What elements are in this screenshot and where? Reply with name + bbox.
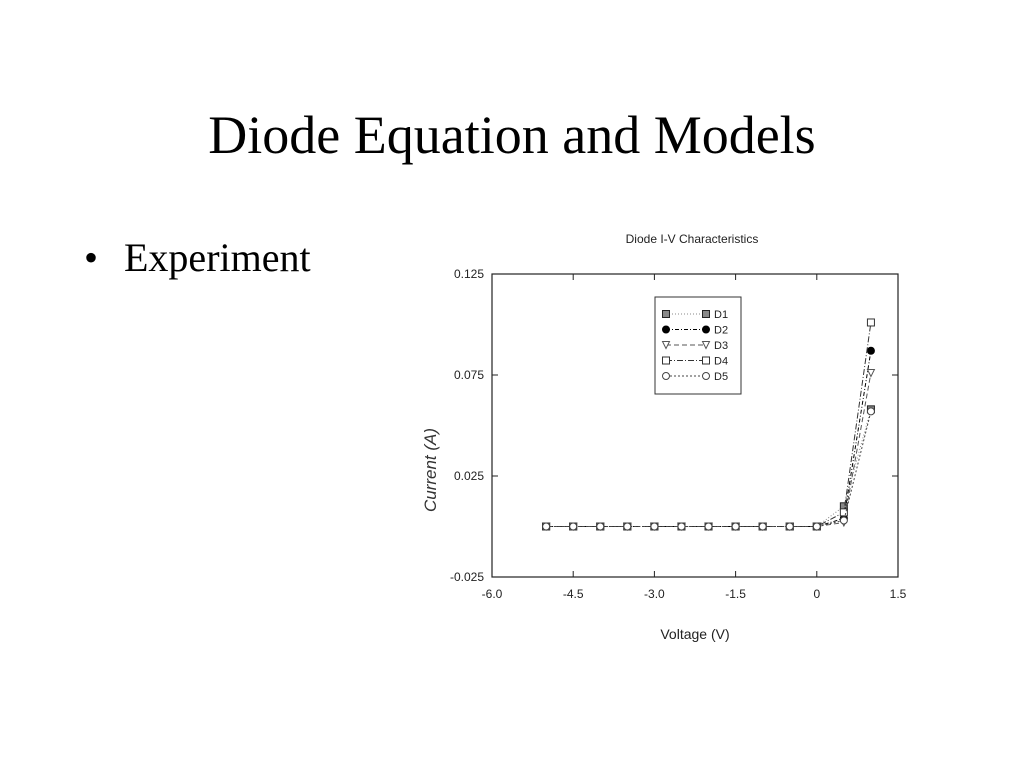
legend-label: D5 xyxy=(714,371,728,383)
data-point xyxy=(596,522,605,531)
plot-frame xyxy=(491,273,899,578)
series-line xyxy=(546,372,872,527)
legend-marker xyxy=(702,310,710,318)
legend-label: D2 xyxy=(714,325,728,337)
data-point xyxy=(866,346,875,355)
y-axis-label: Current (A) xyxy=(421,428,440,512)
x-axis: -6.0 -4.5 -3.0 -1.5 0 1.5 xyxy=(482,274,907,601)
x-tick-label: -1.5 xyxy=(725,587,746,601)
legend-marker xyxy=(702,325,710,334)
y-tick-label: 0.075 xyxy=(454,368,484,382)
data-point xyxy=(704,522,713,531)
y-tick-label: 0.025 xyxy=(454,469,484,483)
x-tick-label: 0 xyxy=(813,587,820,601)
legend-marker xyxy=(662,372,670,380)
series-d1 xyxy=(542,405,875,531)
data-point xyxy=(731,522,740,531)
data-point xyxy=(812,522,821,531)
chart-title: Diode I-V Characteristics xyxy=(626,232,759,246)
legend-label: D4 xyxy=(714,356,728,368)
slide-title: Diode Equation and Models xyxy=(208,105,816,165)
iv-chart: Diode I-V Characteristics 0.125 0.075 0.02… xyxy=(421,232,907,642)
data-point xyxy=(866,407,875,416)
legend-marker xyxy=(662,325,670,334)
y-tick-label: -0.025 xyxy=(450,570,484,584)
legend: D1 D2 D3 D4 D5 xyxy=(654,296,742,395)
bullet-marker: • xyxy=(84,235,99,280)
legend-label: D3 xyxy=(714,340,728,352)
x-tick-label: 1.5 xyxy=(890,587,907,601)
series-d5 xyxy=(542,407,875,531)
data-point xyxy=(866,318,875,327)
data-point xyxy=(866,368,876,378)
legend-marker xyxy=(662,356,670,365)
x-tick-label: -6.0 xyxy=(482,587,503,601)
series-line xyxy=(546,411,872,527)
data-point xyxy=(623,522,632,531)
legend-marker xyxy=(702,372,710,380)
y-tick-label: 0.125 xyxy=(454,267,484,281)
bullet-text: Experiment xyxy=(124,235,311,280)
data-point xyxy=(758,522,767,531)
legend-marker xyxy=(702,356,710,365)
x-axis-label: Voltage (V) xyxy=(660,626,729,642)
data-point xyxy=(650,522,659,531)
series-line xyxy=(546,409,872,527)
data-point xyxy=(542,522,551,531)
data-point xyxy=(839,516,848,525)
data-point xyxy=(677,522,686,531)
x-tick-label: -4.5 xyxy=(563,587,584,601)
data-point xyxy=(785,522,794,531)
legend-label: D1 xyxy=(714,309,728,321)
y-axis: 0.125 0.075 0.025 -0.025 xyxy=(450,267,898,584)
bullet-item: • Experiment xyxy=(84,230,311,286)
x-tick-label: -3.0 xyxy=(644,587,665,601)
data-point xyxy=(839,508,848,517)
series-layer xyxy=(541,318,876,532)
legend-marker xyxy=(661,341,671,350)
bullet-list: • Experiment xyxy=(84,230,311,286)
data-point xyxy=(569,522,578,531)
legend-marker xyxy=(662,310,670,318)
legend-marker xyxy=(701,341,711,350)
